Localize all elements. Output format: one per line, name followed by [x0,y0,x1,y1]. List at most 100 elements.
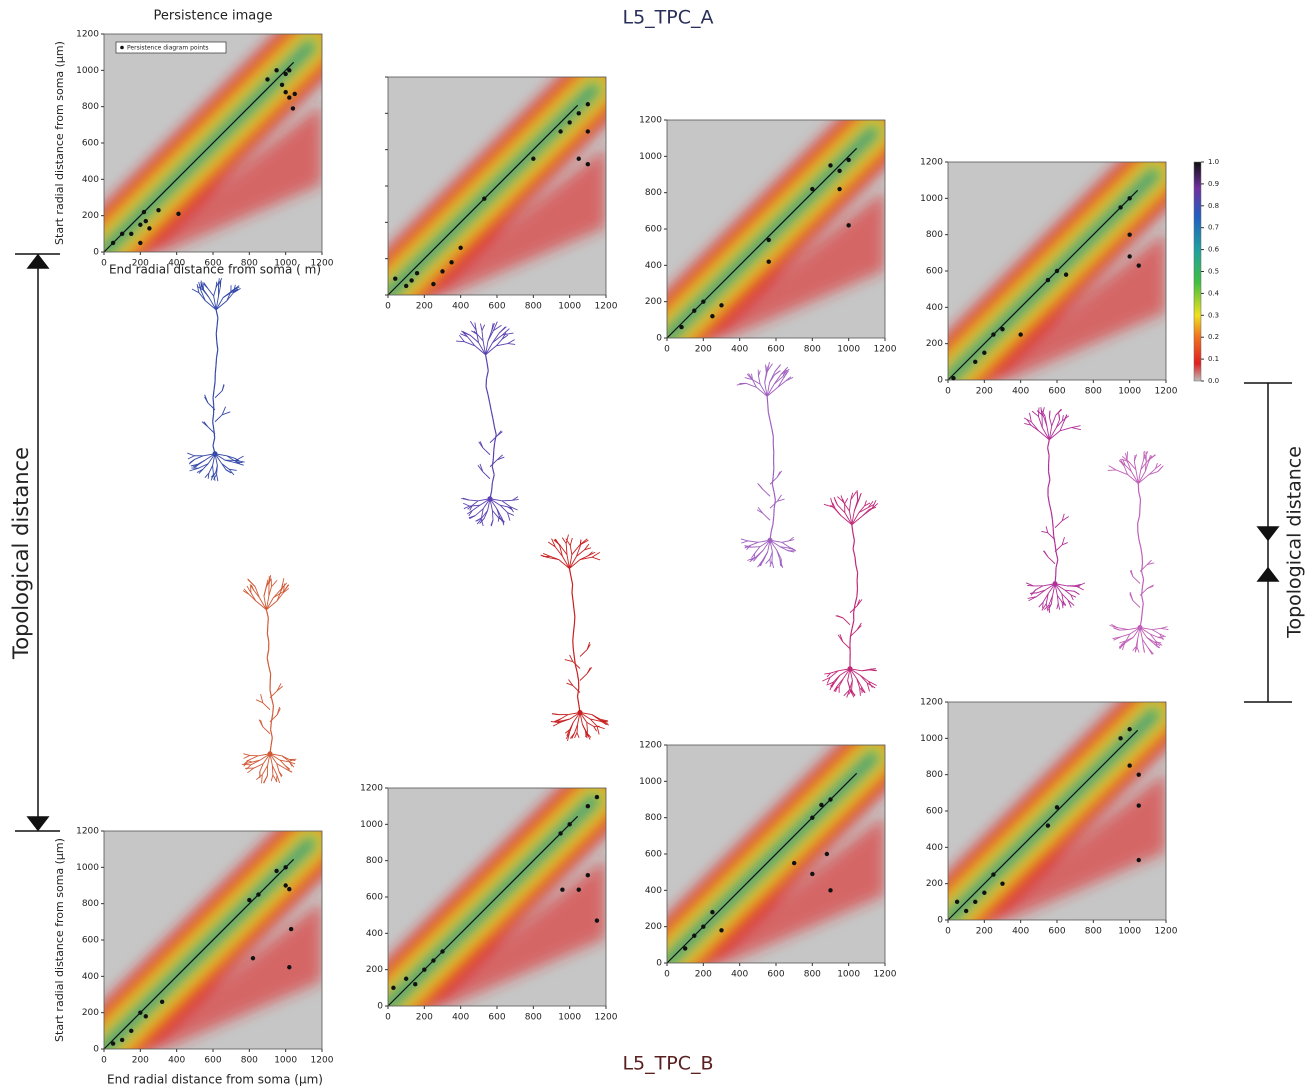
neurite [771,476,774,485]
neurite [1140,460,1149,470]
neurite [586,644,591,650]
neurite [1143,450,1145,460]
neurite [280,759,289,763]
neurite [246,585,252,594]
neurite [492,418,495,427]
neurite [1038,601,1044,608]
neurite [584,543,590,551]
neurite [221,463,230,470]
y-tick-label: 400 [366,929,383,939]
neurite [1063,414,1068,422]
diagram-point [828,163,833,168]
neurite [263,595,267,610]
neuron [187,278,245,482]
neurite [580,556,593,560]
diagram-point [692,933,697,938]
neurite [777,498,785,502]
diagram-point [458,245,463,250]
neurite [1067,599,1075,606]
neurite [857,494,862,502]
neurite [869,669,877,671]
neurite [196,286,204,291]
x-tick-label: 0 [385,302,391,312]
neurite [216,474,219,482]
neurite [1047,532,1056,541]
diagram-point [143,218,148,224]
neurite [868,506,877,510]
neurite [509,506,518,511]
x-tick-label: 1000 [274,1056,297,1066]
diagram-point [846,157,851,163]
neurite [500,504,508,508]
neurite [1141,595,1144,604]
diagram-point [287,886,292,892]
neurite [1141,579,1145,588]
neurite [1132,646,1137,651]
x-tick-label: 1200 [1155,927,1178,937]
neurite [740,538,749,542]
neurite [766,361,770,372]
neuron [1107,450,1169,655]
neurite [579,538,588,546]
neurite [852,540,856,549]
neurite [1074,583,1082,587]
diagram-point [558,831,563,836]
neurite [272,774,278,783]
x-tick-label: 400 [168,259,185,269]
neurite [859,674,868,684]
neurite [1061,593,1064,601]
x-tick-label: 400 [168,1056,185,1066]
neurite [1047,455,1050,464]
neurite [830,497,834,508]
y-axis-label: Start radial distance from soma (μm) [53,41,66,245]
x-tick-label: 600 [1048,387,1065,397]
neurite [494,434,497,443]
neurite [551,538,556,548]
y-tick-label: 200 [82,1008,99,1018]
diagram-point [274,868,279,874]
neurite [777,380,786,388]
neurite [1036,589,1046,594]
neurite [471,330,478,336]
diagram-point [819,802,824,808]
neurite [1036,410,1044,417]
neurite [259,763,264,772]
neurite [276,592,284,602]
neurite [764,382,768,397]
neurite [1155,640,1163,646]
soma [267,751,273,757]
neurite [252,759,261,763]
neurite [288,761,296,765]
neurite [254,586,260,598]
colorbar-label: 0.6 [1208,246,1220,254]
neurite [844,498,849,505]
diagram-point [1063,272,1069,277]
neurite [783,370,789,379]
neurite [201,421,209,428]
x-tick-label: 600 [767,970,784,980]
neurite [855,564,859,573]
diagram-point [1000,881,1005,886]
neurite [456,340,465,343]
diagram-point [1018,332,1023,337]
diagram-point [1054,268,1060,274]
neurite [1132,576,1141,584]
neurite [487,330,493,342]
diagonal [666,147,858,339]
y-tick-label: 800 [82,102,99,112]
neurite [1151,627,1161,630]
colorbar-label: 0.8 [1208,202,1219,210]
neurite [831,682,836,688]
y-tick-label: 1000 [76,66,99,76]
neurite [1140,547,1143,556]
neurite [1153,643,1159,649]
persistence-image: 0 200 400 600 800 1000 1200 0 200 400 600 800 1000 12… [360,784,618,1023]
diagram-point [141,209,147,215]
neurite [1030,421,1039,432]
neurite [1146,584,1154,589]
neurite [1119,642,1126,650]
y-tick-label: 1200 [639,741,662,751]
y-tick-label: 0 [656,959,662,969]
neurite [276,763,280,772]
